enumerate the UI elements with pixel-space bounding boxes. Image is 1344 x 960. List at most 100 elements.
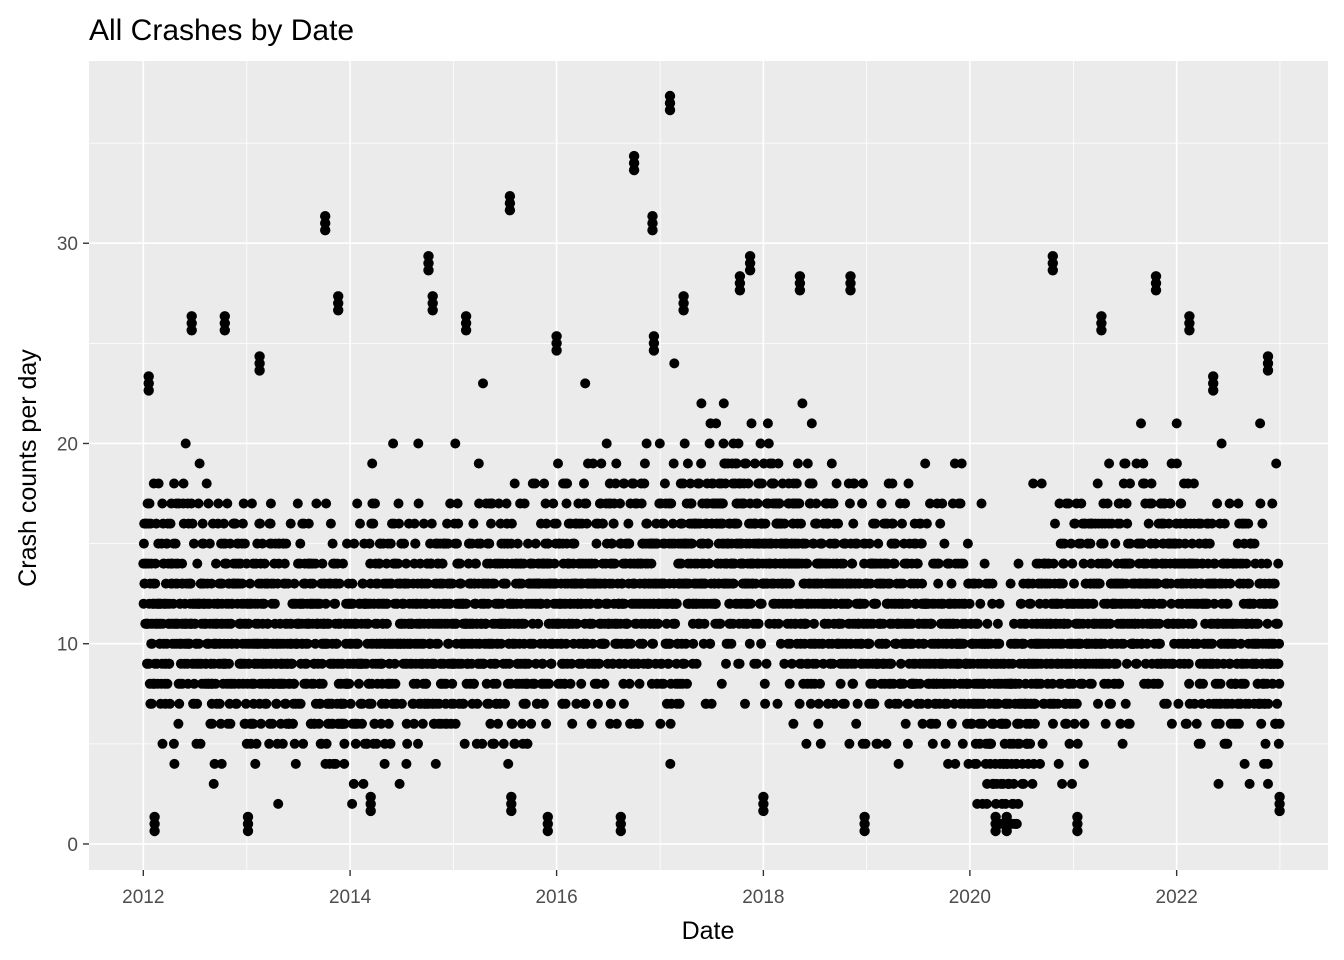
- data-point: [215, 718, 226, 729]
- data-point: [731, 458, 742, 469]
- data-point: [920, 458, 931, 469]
- data-point: [946, 718, 957, 729]
- data-point: [1053, 758, 1064, 769]
- data-point: [562, 478, 573, 489]
- data-point: [1066, 538, 1077, 549]
- data-point: [1271, 458, 1282, 469]
- data-point: [967, 718, 978, 729]
- data-point: [209, 758, 220, 769]
- data-point: [271, 698, 282, 709]
- data-point: [805, 698, 816, 709]
- data-point: [921, 518, 932, 529]
- data-point: [858, 478, 868, 489]
- data-point: [732, 518, 743, 529]
- data-point: [1105, 618, 1116, 629]
- data-point: [925, 498, 935, 509]
- data-point: [213, 498, 224, 509]
- data-point: [912, 558, 923, 569]
- data-point: [1225, 578, 1236, 589]
- data-point: [869, 678, 879, 689]
- data-point: [618, 698, 629, 709]
- data-point: [857, 498, 868, 509]
- data-point: [753, 618, 764, 629]
- data-point: [809, 618, 819, 629]
- data-point: [704, 438, 715, 449]
- data-point: [1035, 758, 1045, 769]
- data-point: [829, 698, 840, 709]
- data-point: [1244, 778, 1255, 789]
- data-point: [321, 738, 332, 749]
- data-point: [1164, 518, 1174, 529]
- data-point: [1181, 718, 1192, 729]
- data-point: [886, 658, 897, 669]
- data-point: [520, 698, 531, 709]
- data-point: [342, 538, 352, 549]
- data-point: [774, 498, 785, 509]
- data-point: [269, 598, 280, 609]
- data-point: [903, 478, 914, 489]
- data-point: [678, 478, 689, 489]
- data-point: [418, 518, 429, 529]
- data-point: [211, 558, 221, 569]
- data-point: [339, 718, 350, 729]
- data-point: [365, 791, 376, 803]
- data-point: [744, 251, 756, 262]
- data-point: [1120, 458, 1131, 469]
- data-point: [344, 678, 355, 689]
- data-point: [665, 638, 675, 649]
- data-point: [561, 498, 572, 509]
- data-point: [680, 638, 691, 649]
- data-point: [806, 418, 817, 429]
- data-point: [623, 518, 634, 529]
- data-point: [1195, 738, 1206, 749]
- data-point: [350, 738, 361, 749]
- data-point: [786, 658, 797, 669]
- data-point: [794, 271, 806, 282]
- data-point: [933, 578, 944, 589]
- data-point: [1171, 458, 1182, 469]
- data-point: [1274, 678, 1285, 689]
- data-point: [931, 718, 942, 729]
- data-point: [1215, 678, 1226, 689]
- data-point: [455, 558, 466, 569]
- data-point: [784, 678, 795, 689]
- data-point: [1011, 818, 1022, 829]
- data-points: [138, 90, 1285, 837]
- data-point: [615, 498, 625, 509]
- data-point: [450, 718, 461, 729]
- data-point: [979, 558, 990, 569]
- data-point: [368, 518, 379, 529]
- data-point: [210, 678, 221, 689]
- data-point: [757, 478, 767, 489]
- data-point: [800, 538, 811, 549]
- data-point: [517, 718, 528, 729]
- data-point: [1146, 478, 1157, 489]
- data-point: [177, 558, 188, 569]
- data-point: [206, 578, 217, 589]
- data-point: [937, 498, 948, 509]
- data-point: [749, 458, 760, 469]
- data-point: [430, 758, 441, 769]
- data-point: [992, 618, 1003, 629]
- data-point: [801, 618, 812, 629]
- data-point: [637, 638, 648, 649]
- data-point: [600, 638, 610, 649]
- data-point: [976, 498, 987, 509]
- data-point: [711, 418, 722, 429]
- data-point: [622, 618, 633, 629]
- data-point: [1138, 458, 1149, 469]
- data-point: [639, 478, 650, 489]
- data-point: [955, 498, 966, 509]
- data-point: [426, 518, 437, 529]
- data-point: [1137, 538, 1148, 549]
- data-point: [489, 578, 500, 589]
- data-point: [216, 758, 227, 769]
- data-point: [1025, 738, 1036, 749]
- data-point: [1067, 778, 1077, 789]
- data-point: [848, 518, 859, 529]
- data-point: [474, 498, 485, 509]
- data-point: [401, 718, 412, 729]
- data-point: [243, 618, 254, 629]
- data-point: [1067, 558, 1078, 569]
- data-point: [889, 558, 900, 569]
